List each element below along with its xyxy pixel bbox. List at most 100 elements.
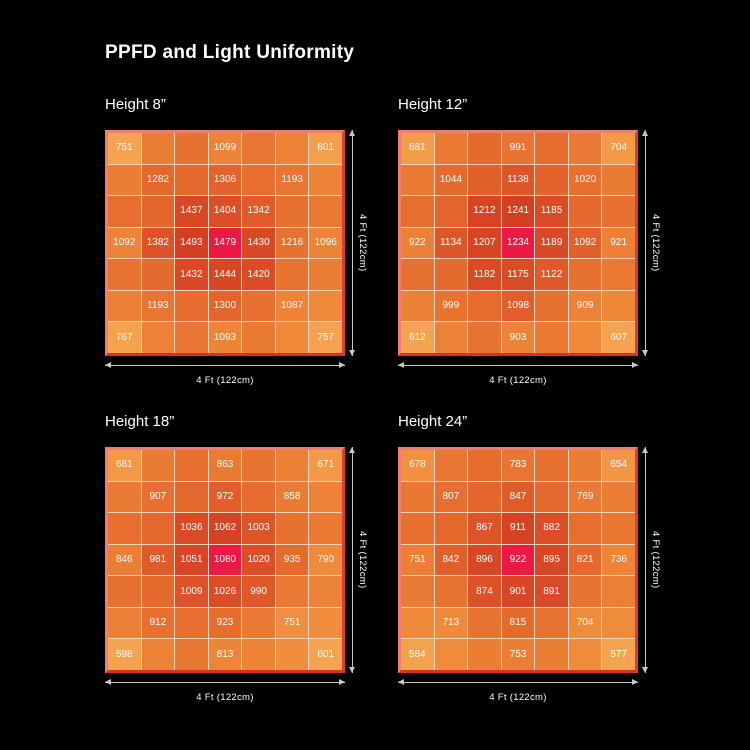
heatmap-cell — [535, 290, 568, 322]
heatmap-cell — [275, 196, 309, 227]
heatmap-cell: 767 — [108, 322, 141, 353]
panel-frame: 678 783 654 807 847 769 867 911 882 751 842 896 922 8… — [398, 447, 638, 673]
heatmap-cell — [175, 290, 208, 322]
heatmap-cell: 1026 — [208, 576, 242, 607]
heatmap-cell: 815 — [501, 607, 535, 639]
heatmap-cell — [434, 576, 468, 607]
heatmap-cell: 751 — [108, 133, 141, 164]
heatmap-cell — [275, 450, 309, 481]
heatmap-cell — [434, 513, 468, 544]
heatmap-cell — [242, 133, 275, 164]
v-dimension: 4 Ft (122cm) — [349, 447, 368, 673]
heatmap-cell — [568, 133, 602, 164]
heatmap-cell — [275, 322, 309, 353]
h-dimension: 4 Ft (122cm) — [398, 362, 638, 388]
heatmap-cell: 901 — [501, 576, 535, 607]
heatmap-cell: 1036 — [175, 513, 208, 544]
heatmap-cell — [568, 450, 602, 481]
heatmap-cell: 842 — [434, 544, 468, 576]
heatmap-cell — [309, 259, 342, 290]
panel-frame: 681 991 704 1044 1138 1020 1212 1241 1185 922 1134… — [398, 130, 638, 356]
heatmap-cell: 895 — [535, 544, 568, 576]
heatmap-cell: 867 — [468, 513, 501, 544]
heatmap-cell: 1122 — [535, 259, 568, 290]
heatmap-cell: 891 — [535, 576, 568, 607]
v-dimension: 4 Ft (122cm) — [642, 447, 661, 673]
h-dimension-line — [105, 679, 345, 685]
heatmap-cell — [401, 513, 434, 544]
x-axis-label: 4 Ft (122cm) — [489, 375, 547, 386]
heatmap-cell: 612 — [401, 322, 434, 353]
heatmap-cell — [108, 607, 141, 639]
heatmap-cell: 863 — [208, 450, 242, 481]
v-dimension-line — [642, 130, 648, 356]
heatmap-cell — [401, 164, 434, 196]
heatmap-cell — [602, 513, 635, 544]
heatmap-cell: 1185 — [535, 196, 568, 227]
heatmap-cell — [602, 290, 635, 322]
heatmap-cell: 783 — [501, 450, 535, 481]
heatmap-cell: 1175 — [501, 259, 535, 290]
heatmap-cell — [434, 450, 468, 481]
chart-body: 678 783 654 807 847 769 867 911 882 751 842 896 922 8… — [398, 447, 678, 673]
heatmap-cell — [309, 576, 342, 607]
heatmap-cell: 935 — [275, 544, 309, 576]
heatmap-cell: 991 — [501, 133, 535, 164]
heatmap-cell — [242, 450, 275, 481]
heatmap-cell: 1382 — [141, 227, 175, 259]
heatmap-cell: 601 — [309, 639, 342, 670]
heatmap-cell: 1282 — [141, 164, 175, 196]
heatmap-cell: 1099 — [208, 133, 242, 164]
heatmap-cell: 769 — [568, 481, 602, 513]
heatmap-cell — [568, 576, 602, 607]
heatmap-cell — [242, 322, 275, 353]
heatmap-cell — [175, 164, 208, 196]
page-title: PPFD and Light Uniformity — [105, 42, 355, 63]
heatmap-cell: 1087 — [275, 290, 309, 322]
heatmap-cell — [175, 481, 208, 513]
heatmap-cell: 1444 — [208, 259, 242, 290]
heatmap-cell: 911 — [501, 513, 535, 544]
heatmap-cell — [434, 639, 468, 670]
heatmap-cell — [108, 259, 141, 290]
heatmap-cell — [275, 259, 309, 290]
heatmap-cell: 1420 — [242, 259, 275, 290]
chart-body: 751 1099 801 1282 1306 1193 1437 1404 1342 1092 13… — [105, 130, 385, 356]
heatmap-cell: 847 — [501, 481, 535, 513]
heatmap-cell — [602, 607, 635, 639]
heatmap-cell — [535, 607, 568, 639]
heatmap-cell: 753 — [501, 639, 535, 670]
v-dimension-line — [349, 447, 355, 673]
heatmap-cell — [108, 576, 141, 607]
heatmap-cell: 1306 — [208, 164, 242, 196]
heatmap-cell — [535, 133, 568, 164]
heatmap-cell: 801 — [309, 133, 342, 164]
heatmap-cell — [401, 196, 434, 227]
heatmap-cell — [468, 481, 501, 513]
heatmap-cell: 704 — [568, 607, 602, 639]
heatmap-cell — [568, 513, 602, 544]
heatmap-cell — [602, 481, 635, 513]
heatmap-cell: 681 — [108, 450, 141, 481]
heatmap-cell: 1182 — [468, 259, 501, 290]
heatmap-cell: 1134 — [434, 227, 468, 259]
heatmap-cell — [108, 481, 141, 513]
heatmap-cell: 751 — [275, 607, 309, 639]
heatmap-cell: 1020 — [242, 544, 275, 576]
heatmap-cell: 907 — [141, 481, 175, 513]
heatmap-cell: 1193 — [275, 164, 309, 196]
heatmap-cell — [602, 259, 635, 290]
heatmap-cell: 671 — [309, 450, 342, 481]
v-dimension: 4 Ft (122cm) — [642, 130, 661, 356]
chart-title: Height 18” — [105, 413, 175, 430]
chart-body: 681 863 671 907 972 858 1036 1062 1003 846 981 1051… — [105, 447, 385, 673]
heatmap-cell: 681 — [401, 133, 434, 164]
heatmap-cell — [535, 322, 568, 353]
heatmap-cell — [275, 513, 309, 544]
chart-height-18: Height 18” 681 863 671 907 972 858 1036 1062 100… — [105, 413, 385, 705]
heatmap-cell: 1009 — [175, 576, 208, 607]
heatmap-cell: 1342 — [242, 196, 275, 227]
heatmap-cell — [309, 513, 342, 544]
heatmap-cell — [568, 259, 602, 290]
heatmap-cell: 846 — [108, 544, 141, 576]
